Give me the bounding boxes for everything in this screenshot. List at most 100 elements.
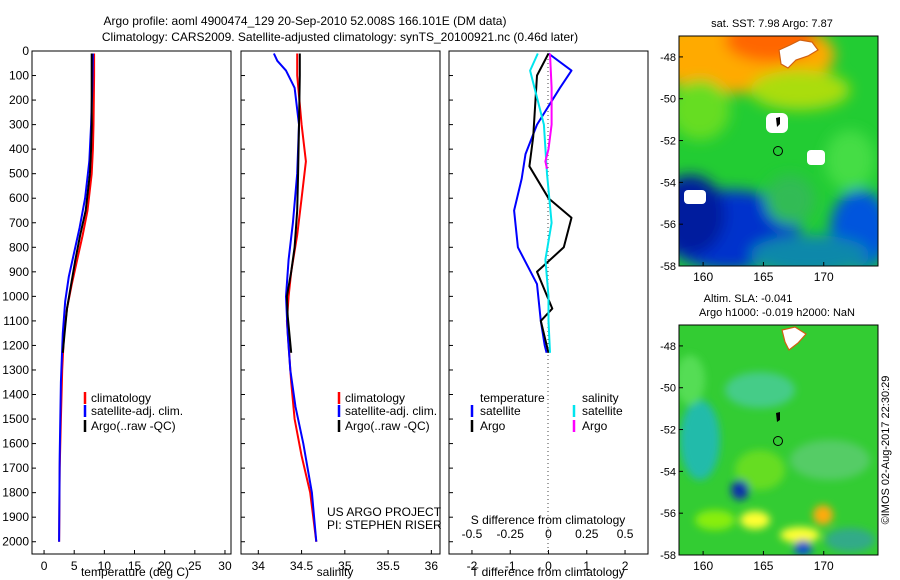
x-tick-label: 2	[622, 559, 629, 573]
lat-tick-label: -48	[660, 52, 676, 64]
temperature-axis-label: temperature (deg C)	[81, 565, 189, 579]
salinity-difference-tick-label: -0.25	[497, 527, 525, 541]
depth-tick-label: 200	[9, 93, 29, 107]
sst-map-title: sat. SST: 7.98 Argo: 7.87	[711, 18, 833, 30]
sst-profile-location-marker	[773, 146, 783, 156]
depth-tick-label: 2000	[2, 535, 29, 549]
legend-label: satellite-adj. clim.	[91, 404, 183, 418]
legend-label: climatology	[345, 391, 405, 405]
legend-label: Argo(..raw -QC)	[91, 419, 176, 433]
lat-tick-label: -58	[660, 261, 676, 273]
series-line-satellite	[513, 52, 573, 354]
salinity-difference-tick-label: -0.5	[462, 527, 483, 541]
series-line-satellite-adj-clim	[58, 53, 94, 542]
depth-tick-label: 1100	[3, 314, 29, 328]
lon-tick-label: 160	[693, 270, 713, 284]
temperature-series	[58, 53, 96, 542]
legend-label: Argo(..raw -QC)	[345, 419, 430, 433]
depth-tick-label: 400	[9, 142, 29, 156]
sla-map-lat-axis: -48 -50 -52 -54 -56 -58	[660, 341, 683, 562]
x-tick-label: 1	[583, 559, 590, 573]
depth-tick-label: 1600	[2, 437, 29, 451]
legend-header-salinity: salinity	[582, 391, 619, 405]
depth-tick-label: 1400	[2, 388, 29, 402]
sla-map-frame	[678, 324, 879, 556]
x-tick-label: -2	[467, 559, 478, 573]
legend-header-temperature: temperature	[480, 391, 545, 405]
series-line-argo	[544, 53, 553, 170]
salinity-series	[272, 53, 318, 542]
salinity-x-axis: 34 34.5 35 35.5 36	[252, 550, 439, 573]
lon-tick-label: 165	[753, 559, 773, 573]
depth-tick-label: 600	[9, 191, 29, 205]
sla-map-title-line1: Altim. SLA: -0.041	[704, 293, 793, 305]
x-tick-label: 20	[158, 559, 172, 573]
figure-title-line2: Climatology: CARS2009. Satellite-adjuste…	[102, 30, 578, 44]
salinity-plot-frame	[240, 50, 441, 555]
x-tick-label: 30	[218, 559, 232, 573]
imos-credit: ©IMOS 02-Aug-2017 22:30:29	[880, 376, 892, 525]
salinity-difference-tick-label: 0.5	[617, 527, 634, 541]
temperature-legend: climatology satellite-adj. clim. Argo(..…	[83, 391, 183, 433]
x-tick-label: 10	[98, 559, 112, 573]
legend-label: satellite-adj. clim.	[345, 404, 437, 418]
x-tick-label: 35.5	[376, 559, 400, 573]
lat-tick-label: -52	[660, 425, 676, 437]
lat-tick-label: -52	[660, 136, 676, 148]
x-tick-label: 25	[188, 559, 202, 573]
depth-tick-label: 1300	[2, 363, 29, 377]
x-tick-label: 35	[338, 559, 352, 573]
lon-tick-label: 160	[693, 559, 713, 573]
series-line-climatology	[58, 53, 96, 542]
lat-tick-label: -48	[660, 341, 676, 353]
depth-tick-label: 300	[9, 118, 29, 132]
difference-series	[513, 52, 573, 354]
lat-tick-label: -50	[660, 383, 676, 395]
sst-map-lat-axis: -48 -50 -52 -54 -56 -58	[660, 52, 683, 273]
depth-tick-label: 1800	[2, 486, 29, 500]
series-line-satellite-adj-clim	[272, 53, 318, 542]
sla-profile-location-marker	[773, 436, 783, 446]
figure-title-line1: Argo profile: aoml 4900474_129 20-Sep-20…	[104, 14, 507, 28]
difference-legend: temperature salinity satellite Argo sate…	[470, 391, 623, 433]
legend-label: Argo	[582, 419, 608, 433]
series-line-argo-raw-qc	[285, 53, 301, 353]
temperature-x-axis: 0 5 10 15 20 25 30	[41, 550, 232, 573]
depth-tick-label: 0	[22, 44, 29, 58]
depth-tick-label: 1000	[2, 289, 29, 303]
depth-tick-label: 1500	[2, 412, 29, 426]
x-tick-label: 0	[545, 559, 552, 573]
depth-tick-label: 1700	[2, 461, 29, 475]
difference-depth-axis	[449, 50, 453, 543]
temperature-depth-axis: 0 100 200 300 400 500 600 700 800 900 1000 1100 1200…	[2, 44, 36, 549]
sla-map-title-line2: Argo h1000: -0.019 h2000: NaN	[699, 307, 855, 319]
depth-tick-label: 700	[9, 216, 29, 230]
salinity-legend: climatology satellite-adj. clim. Argo(..…	[337, 391, 437, 433]
sst-map-frame	[678, 35, 879, 267]
x-tick-label: -1	[505, 559, 516, 573]
lat-tick-label: -50	[660, 94, 676, 106]
lat-tick-label: -54	[660, 177, 676, 189]
salinity-difference-tick-label: 0.25	[575, 527, 599, 541]
legend-label: satellite	[582, 404, 623, 418]
x-tick-label: 0	[41, 559, 48, 573]
depth-tick-label: 800	[9, 240, 29, 254]
sla-map-image	[679, 325, 878, 555]
x-tick-label: 5	[71, 559, 78, 573]
x-tick-label: 36	[425, 559, 439, 573]
lat-tick-label: -56	[660, 508, 676, 520]
lat-tick-label: -56	[660, 219, 676, 231]
salinity-axis-label: salinity	[317, 565, 354, 579]
sla-map-lon-axis: 160 165 170	[693, 551, 834, 573]
project-annotation-line1: US ARGO PROJECT	[327, 505, 442, 519]
lat-tick-label: -54	[660, 466, 676, 478]
lon-tick-label: 170	[814, 559, 834, 573]
depth-tick-label: 1900	[2, 510, 29, 524]
depth-tick-label: 900	[9, 265, 29, 279]
sst-map-image	[679, 36, 878, 266]
x-tick-label: 34.5	[290, 559, 314, 573]
lat-tick-label: -58	[660, 550, 676, 562]
lon-tick-label: 170	[814, 270, 834, 284]
series-line-climatology	[285, 53, 318, 542]
series-line-satellite	[529, 53, 553, 353]
